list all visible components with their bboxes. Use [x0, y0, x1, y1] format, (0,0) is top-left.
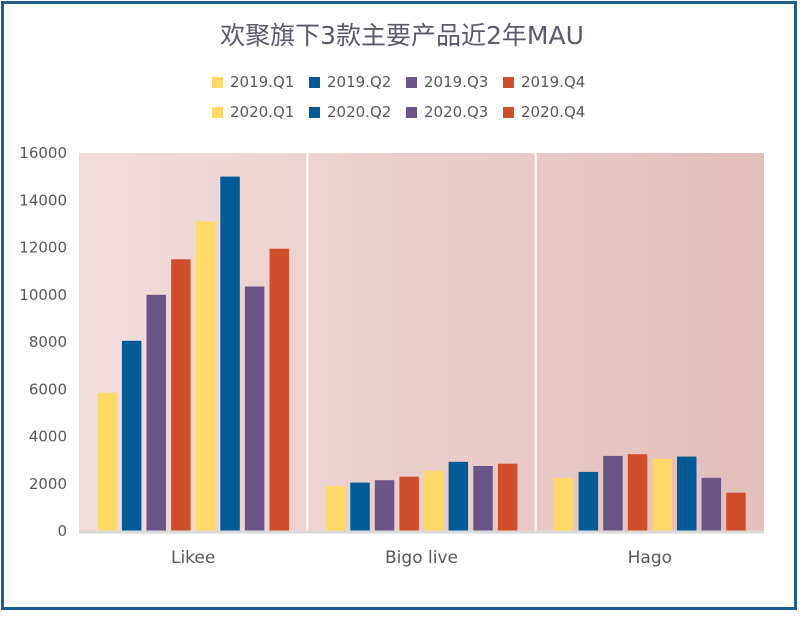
bar-bigo-live-2019-q4 — [399, 476, 419, 531]
legend-item-2020-q4: 2020.Q4 — [503, 102, 600, 122]
legend-label: 2019.Q2 — [327, 73, 392, 91]
bar-bigo-live-2019-q1 — [325, 486, 346, 531]
legend-item-2020-q3: 2020.Q3 — [406, 102, 503, 122]
y-tick-label: 10000 — [19, 286, 67, 304]
bar-likee-2019-q2 — [121, 340, 142, 531]
legend-label: 2020.Q4 — [521, 103, 586, 121]
y-tick-label: 6000 — [29, 380, 67, 398]
bar-bigo-live-2019-q2 — [350, 482, 370, 531]
x-category-label: Likee — [171, 548, 215, 568]
bars — [97, 176, 746, 532]
bar-bigo-live-2020-q3 — [473, 466, 493, 531]
legend-label: 2019.Q1 — [230, 73, 295, 91]
legend-swatch — [503, 76, 514, 88]
chart-legend: 2019.Q1 2019.Q2 2019.Q3 2019.Q4 2020.Q1 … — [212, 72, 632, 122]
bar-likee-2020-q2 — [220, 176, 240, 531]
legend-swatch — [406, 106, 417, 118]
bar-hago-2020-q1 — [652, 458, 672, 531]
bar-likee-2020-q3 — [244, 286, 265, 531]
bar-hago-2020-q2 — [677, 456, 697, 531]
bar-bigo-live-2020-q4 — [497, 463, 518, 531]
y-tick-label: 4000 — [29, 428, 67, 446]
bar-hago-2019-q1 — [554, 477, 574, 531]
legend-swatch — [503, 106, 514, 118]
y-tick-label: 16000 — [19, 144, 67, 162]
bar-hago-2019-q2 — [578, 471, 599, 531]
legend-swatch — [406, 76, 417, 88]
x-category-label: Hago — [628, 548, 672, 568]
legend-swatch — [212, 76, 223, 88]
legend-item-2019-q2: 2019.Q2 — [309, 72, 406, 92]
y-tick-label: 12000 — [19, 239, 67, 257]
category-separators — [306, 153, 537, 531]
legend-item-2019-q4: 2019.Q4 — [503, 72, 600, 92]
legend-swatch — [212, 106, 223, 118]
y-tick-label: 8000 — [29, 333, 67, 351]
legend-label: 2019.Q4 — [521, 73, 586, 91]
y-axis-ticks: 0 2000 4000 6000 8000 10000 12000 14000 16000 — [19, 144, 67, 540]
legend-label: 2019.Q3 — [424, 73, 489, 91]
legend-item-2019-q3: 2019.Q3 — [406, 72, 503, 92]
legend-label: 2020.Q2 — [327, 103, 392, 121]
bar-likee-2019-q1 — [97, 392, 117, 531]
y-tick-label: 14000 — [19, 191, 67, 209]
bar-likee-2019-q4 — [171, 259, 191, 531]
bar-hago-2019-q3 — [603, 455, 623, 531]
bar-bigo-live-2020-q1 — [424, 470, 444, 531]
y-tick-label: 2000 — [29, 475, 67, 493]
bar-likee-2019-q3 — [146, 294, 166, 532]
legend-item-2019-q1: 2019.Q1 — [212, 72, 309, 92]
legend-swatch — [309, 106, 320, 118]
legend-swatch — [309, 76, 320, 88]
legend-label: 2020.Q1 — [230, 103, 295, 121]
bar-bigo-live-2019-q3 — [374, 480, 395, 531]
x-category-label: Bigo live — [385, 548, 458, 568]
plot-area — [79, 153, 764, 531]
chart-title: 欢聚旗下3款主要产品近2年MAU — [220, 21, 584, 50]
x-axis-labels: Likee Bigo live Hago — [171, 548, 672, 568]
legend-item-2020-q1: 2020.Q1 — [212, 102, 309, 122]
bar-likee-2020-q1 — [195, 221, 216, 531]
bar-hago-2019-q4 — [627, 454, 648, 531]
legend-item-2020-q2: 2020.Q2 — [309, 102, 406, 122]
legend-label: 2020.Q3 — [424, 103, 489, 121]
bar-bigo-live-2020-q2 — [448, 461, 469, 531]
y-tick-label: 0 — [57, 522, 67, 540]
bar-hago-2020-q3 — [701, 477, 722, 531]
bar-hago-2020-q4 — [726, 492, 746, 531]
bar-likee-2020-q4 — [269, 248, 289, 531]
